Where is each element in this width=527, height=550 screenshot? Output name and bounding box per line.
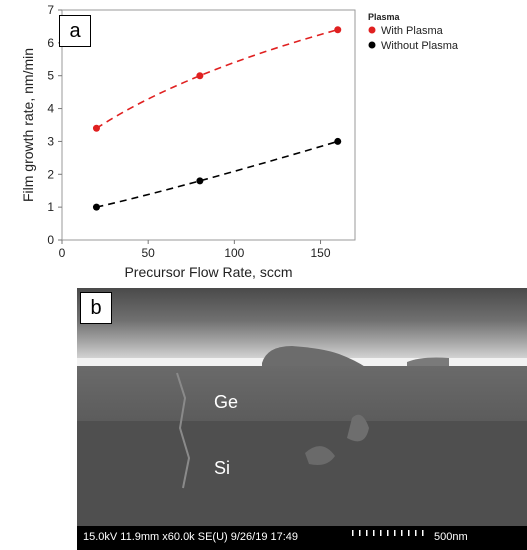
data-point-0-1 bbox=[196, 72, 204, 80]
scale-bar-tick bbox=[352, 530, 354, 536]
y-tick-label: 5 bbox=[47, 69, 54, 83]
scale-bar-tick bbox=[422, 530, 424, 536]
si-substrate bbox=[77, 421, 527, 526]
y-tick-label: 4 bbox=[47, 102, 54, 116]
sem-info-bar: 15.0kV 11.9mm x60.0k SE(U) 9/26/19 17:49… bbox=[77, 526, 527, 550]
y-tick-label: 2 bbox=[47, 167, 54, 181]
scale-bar-label: 500nm bbox=[434, 531, 468, 543]
si-layer-label: Si bbox=[214, 458, 231, 478]
surface-particle bbox=[262, 346, 367, 368]
ge-layer bbox=[77, 366, 527, 421]
x-axis-label: Precursor Flow Rate, sccm bbox=[124, 264, 292, 280]
panel-label-b: b bbox=[80, 292, 112, 324]
x-tick-label: 0 bbox=[59, 246, 66, 260]
plot-frame bbox=[61, 9, 356, 241]
x-tick-label: 100 bbox=[224, 246, 244, 260]
y-tick-label: 3 bbox=[47, 134, 54, 148]
defect-right bbox=[347, 414, 369, 442]
y-tick-label: 1 bbox=[47, 200, 54, 214]
data-point-1-2 bbox=[334, 137, 342, 145]
scale-bar-tick bbox=[408, 530, 410, 536]
y-tick-label: 6 bbox=[47, 36, 54, 50]
scale-bar-tick bbox=[401, 530, 403, 536]
legend-title: Plasma bbox=[368, 12, 401, 22]
legend-marker-0 bbox=[368, 26, 376, 34]
data-point-1-1 bbox=[196, 177, 204, 185]
series-line-1 bbox=[96, 140, 338, 208]
growth-rate-chart: 0 1 2 3 4 5 6 7 0 50 100 150 Precursor Flow Rate, sc… bbox=[20, 3, 459, 280]
ge-layer-label: Ge bbox=[214, 392, 239, 412]
data-point-1-0 bbox=[92, 203, 100, 211]
sem-micrograph bbox=[77, 288, 527, 526]
scale-bar-tick bbox=[415, 530, 417, 536]
chart-panel-a: 0 1 2 3 4 5 6 7 0 50 100 150 Precursor Flow Rate, sc… bbox=[20, 3, 459, 280]
sem-image-panel-b: b Ge Si 15.0kV 11.9mm x60.0k SE(U) 9/26/… bbox=[77, 288, 527, 550]
data-point-0-2 bbox=[334, 26, 342, 34]
x-tick-label: 50 bbox=[141, 246, 155, 260]
defect-si bbox=[305, 446, 335, 465]
scale-bar-tick bbox=[359, 530, 361, 536]
legend-marker-1 bbox=[368, 41, 376, 49]
data-point-0-0 bbox=[92, 124, 100, 132]
legend-entry-1: Without Plasma bbox=[381, 40, 459, 52]
surface-particle-right bbox=[407, 357, 449, 366]
panel-label-a: a bbox=[59, 15, 91, 47]
scale-bar-icon bbox=[352, 530, 424, 536]
sem-acquisition-info: 15.0kV 11.9mm x60.0k SE(U) 9/26/19 17:49 bbox=[83, 531, 299, 543]
x-tick-label: 150 bbox=[311, 246, 331, 260]
y-axis-label: Film growth rate, nm/min bbox=[20, 48, 36, 202]
crack-left bbox=[176, 372, 191, 489]
scale-bar-tick bbox=[394, 530, 396, 536]
legend-entry-0: With Plasma bbox=[381, 25, 444, 37]
scale-bar-tick bbox=[366, 530, 368, 536]
scale-bar-tick bbox=[387, 530, 389, 536]
scale-bar-tick bbox=[373, 530, 375, 536]
y-tick-label: 0 bbox=[47, 233, 54, 247]
series-line-0 bbox=[96, 28, 338, 129]
y-tick-label: 7 bbox=[47, 3, 54, 17]
scale-bar-tick bbox=[380, 530, 382, 536]
